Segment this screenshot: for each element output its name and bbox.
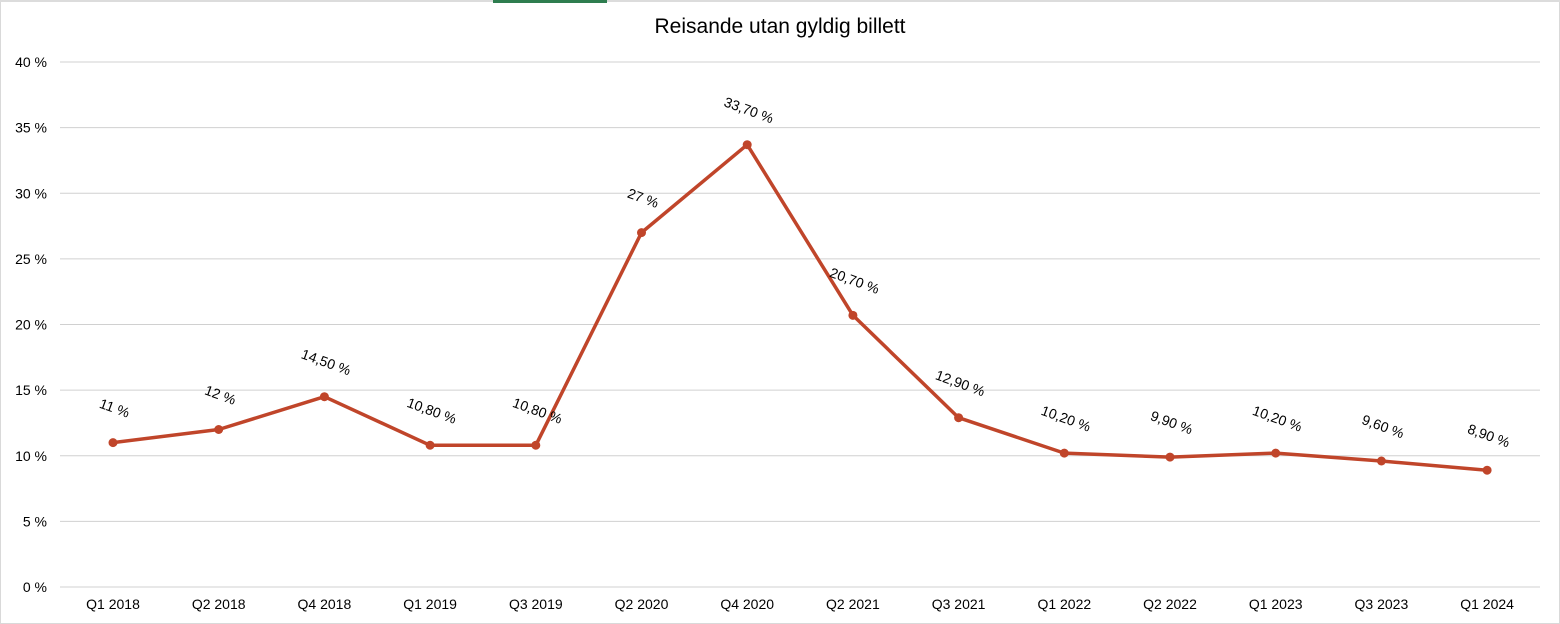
data-label: 27 % — [625, 185, 660, 211]
data-label: 10,80 % — [511, 394, 565, 427]
data-point — [954, 413, 964, 423]
data-point — [1165, 452, 1175, 462]
data-point — [1271, 448, 1281, 458]
x-tick-label: Q1 2019 — [403, 596, 457, 612]
x-tick-label: Q2 2020 — [615, 596, 669, 612]
y-tick-label: 0 % — [23, 579, 47, 595]
y-tick-label: 40 % — [15, 54, 47, 70]
selection-marker — [493, 0, 607, 3]
chart-title: Reisande utan gyldig billett — [654, 15, 906, 38]
data-label: 9,60 % — [1360, 411, 1406, 441]
data-point — [1482, 465, 1492, 475]
y-tick-label: 10 % — [15, 448, 47, 464]
data-point — [319, 392, 329, 402]
data-point — [742, 140, 752, 150]
data-label: 33,70 % — [722, 94, 776, 127]
x-tick-label: Q4 2020 — [720, 596, 774, 612]
x-axis-ticks: Q1 2018 Q2 2018 Q4 2018 Q1 2019 Q3 2019 Q2 20… — [86, 596, 1514, 612]
x-tick-label: Q1 2024 — [1460, 596, 1514, 612]
data-labels: 11 % 12 % 14,50 % 10,80 % 10,80 % 27 % 33,70 %… — [97, 94, 1512, 451]
data-point — [1376, 456, 1386, 466]
data-point — [425, 440, 435, 450]
data-point — [848, 310, 858, 320]
data-point — [214, 425, 224, 434]
data-point — [531, 440, 541, 450]
x-tick-label: Q3 2023 — [1355, 596, 1409, 612]
x-tick-label: Q3 2019 — [509, 596, 563, 612]
series-line — [111, 142, 1489, 472]
data-label: 10,20 % — [1039, 402, 1093, 435]
data-points — [108, 140, 1492, 475]
x-tick-label: Q1 2023 — [1249, 596, 1303, 612]
x-tick-label: Q2 2021 — [826, 596, 880, 612]
x-tick-label: Q3 2021 — [932, 596, 986, 612]
data-label: 10,20 % — [1251, 402, 1305, 435]
x-tick-label: Q2 2022 — [1143, 596, 1197, 612]
data-point — [108, 438, 118, 448]
data-label: 9,90 % — [1148, 407, 1194, 437]
data-label: 10,80 % — [405, 394, 459, 427]
x-tick-label: Q4 2018 — [298, 596, 352, 612]
x-tick-label: Q1 2018 — [86, 596, 140, 612]
data-label: 20,70 % — [828, 264, 882, 297]
x-tick-label: Q2 2018 — [192, 596, 246, 612]
top-border — [0, 0, 1560, 2]
y-tick-label: 15 % — [15, 382, 47, 398]
data-label: 11 % — [97, 395, 131, 421]
y-tick-label: 30 % — [15, 185, 47, 201]
data-label: 8,90 % — [1466, 421, 1512, 451]
data-label: 14,50 % — [299, 346, 353, 379]
series-polyline — [111, 142, 1489, 472]
y-tick-label: 5 % — [23, 513, 47, 529]
y-tick-label: 25 % — [15, 251, 47, 267]
y-tick-label: 35 % — [15, 120, 47, 136]
x-tick-label: Q1 2022 — [1037, 596, 1091, 612]
data-label: 12 % — [203, 382, 238, 408]
data-label: 12,90 % — [933, 367, 987, 400]
data-point — [1059, 448, 1069, 458]
y-tick-label: 20 % — [15, 317, 47, 333]
data-point — [637, 228, 646, 238]
gridlines — [60, 61, 1540, 588]
y-axis-ticks: 0 % 5 % 10 % 15 % 20 % 25 % 30 % 35 % 40 % — [15, 54, 47, 595]
